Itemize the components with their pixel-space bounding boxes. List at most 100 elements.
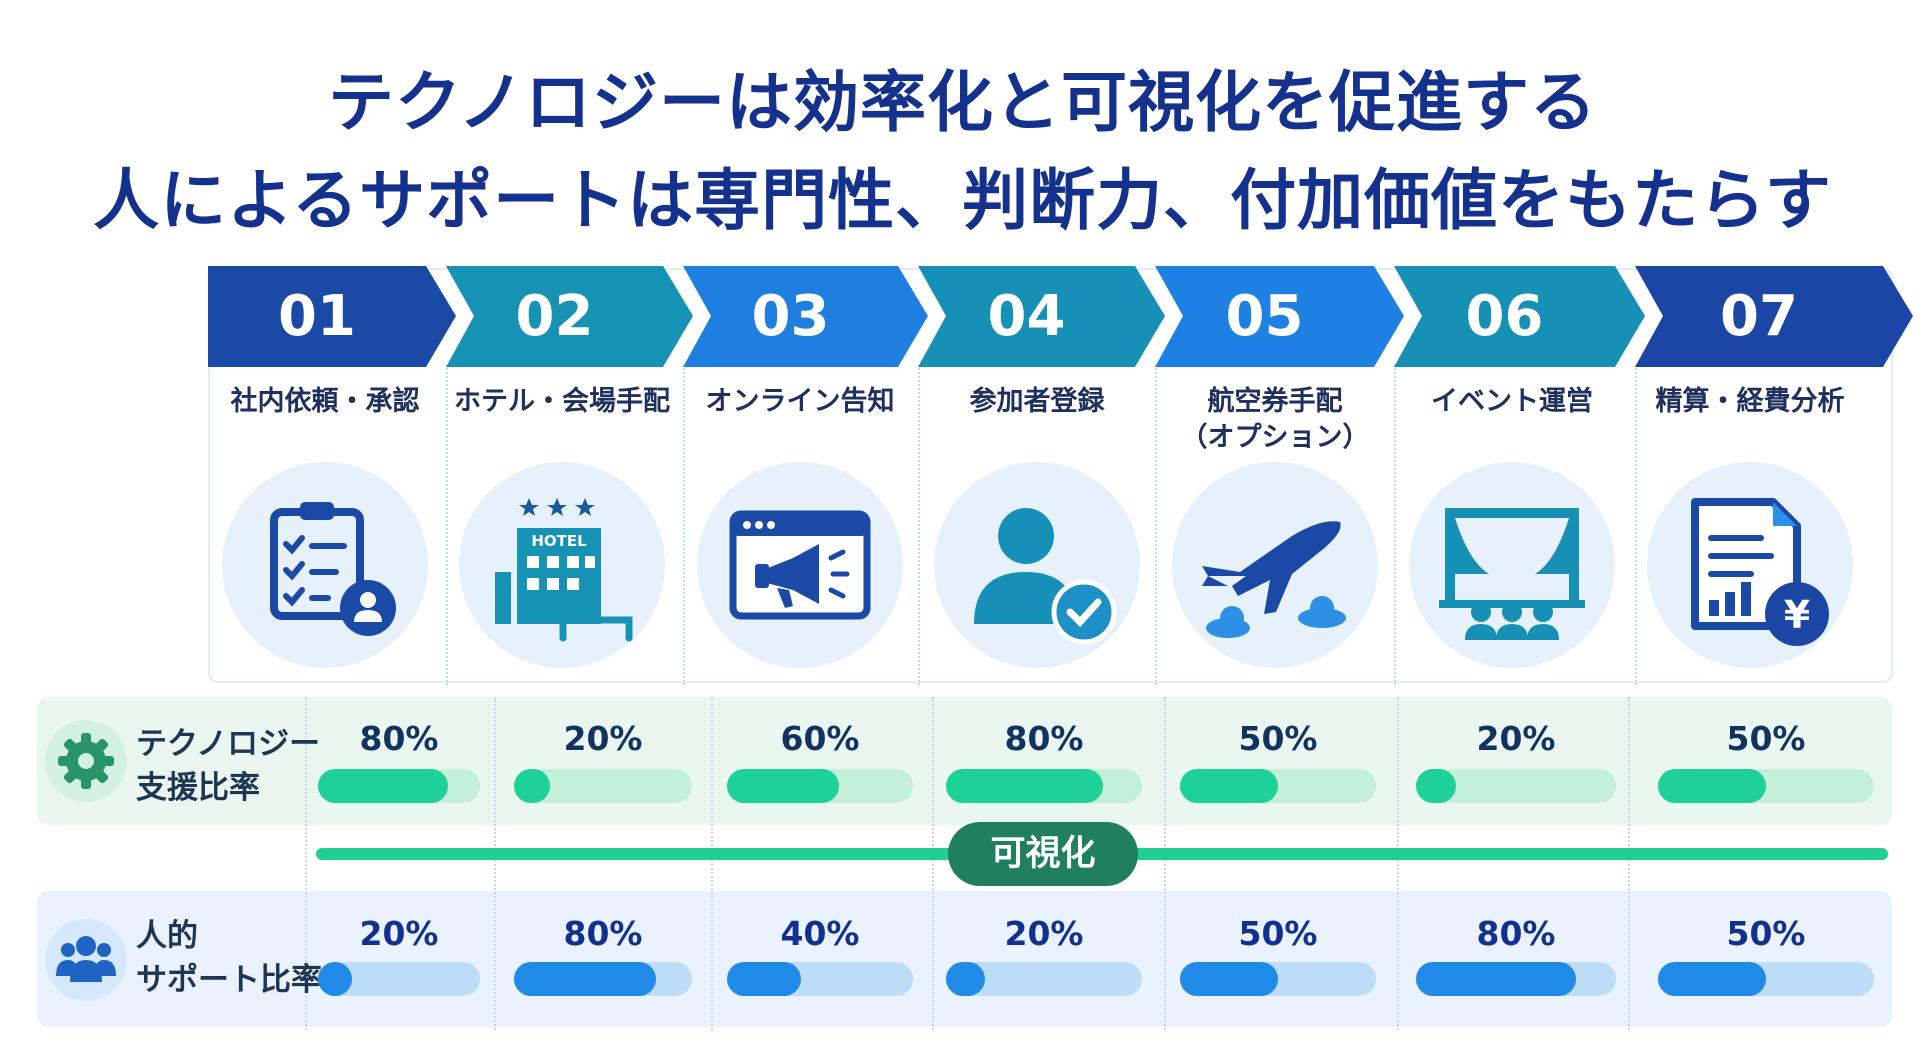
human-bar-track-5 [1180,962,1376,996]
step-07-chevron: 07 [1635,266,1913,367]
chevron-shape [683,266,928,367]
step-06-chevron: 06 [1394,266,1645,367]
human-ratio-label-line-2: サポート比率 [136,962,322,998]
svg-text:¥: ¥ [1784,593,1810,637]
technology-ratio-band [37,697,1892,825]
step-06-label: イベント運営 [1392,384,1632,420]
step-03-label: オンライン告知 [680,384,920,420]
human-bar-fill-1 [318,962,352,996]
step-label-line: （オプション） [1180,422,1370,453]
technology-ratio-label-line-2: 支援比率 [136,770,260,806]
step-number: 01 [278,284,356,349]
airplane-clouds-icon [1172,462,1378,668]
human-percent-7: 50% [1726,914,1806,953]
human-percent-2: 80% [563,914,643,953]
chevron-shape [1394,266,1645,367]
step-04-label: 参加者登録 [917,384,1157,420]
technology-bar-fill-7 [1658,769,1766,803]
step-04-chevron: 04 [918,266,1165,367]
human-bar-track-7 [1658,962,1874,996]
step-number: 02 [515,284,594,349]
step-divider [683,365,685,685]
human-bar-fill-5 [1180,962,1278,996]
step-divider [918,365,920,685]
human-bar-fill-4 [946,962,986,996]
technology-ratio-label: テクノロジー 支援比率 [136,722,320,810]
step-05-label: 航空券手配 （オプション） [1155,384,1395,456]
technology-bar-track-3 [727,769,913,803]
technology-bar-track-4 [946,769,1142,803]
step-divider [1635,365,1637,685]
step-02-chevron: 02 [446,266,693,367]
step-number: 06 [1465,284,1544,349]
human-bar-fill-3 [727,962,802,996]
technology-bar-fill-2 [514,769,550,803]
column-divider [494,697,496,1030]
technology-bar-fill-6 [1416,769,1456,803]
technology-bar-track-2 [514,769,692,803]
technology-percent-5: 50% [1238,719,1318,758]
step-label-line: 社内依頼・承認 [230,386,420,417]
step-label-line: ホテル・会場手配 [454,386,670,417]
human-bar-track-1 [318,962,480,996]
chevron-shape [918,266,1165,367]
browser-megaphone-icon [697,462,903,668]
technology-percent-7: 50% [1726,719,1806,758]
column-divider [305,697,307,1030]
human-ratio-label: 人的 サポート比率 [136,914,322,1002]
chevron-shape [1635,266,1913,367]
gear-icon [44,719,128,803]
technology-bar-track-7 [1658,769,1874,803]
step-05-chevron: 05 [1155,266,1404,367]
chevron-shape [446,266,693,367]
column-divider [1397,697,1399,1030]
human-bar-track-6 [1416,962,1616,996]
step-label-line: オンライン告知 [705,386,895,417]
step-divider [1155,365,1157,685]
title-line-1: テクノロジーは効率化と可視化を促進する [327,64,1598,141]
human-bar-fill-7 [1658,962,1766,996]
step-label-line: 参加者登録 [969,386,1105,417]
step-number: 03 [751,284,830,349]
human-percent-4: 20% [1004,914,1084,953]
step-02-label: ホテル・会場手配 [442,384,682,420]
clipboard-checklist-person-icon [222,462,428,668]
step-label-line: イベント運営 [1431,386,1593,417]
user-check-icon [934,462,1140,668]
step-label-line: 航空券手配 [1207,386,1343,417]
hotel-building-bed-icon: HOTEL [459,462,665,668]
technology-percent-1: 80% [359,719,439,758]
column-divider [711,697,713,1030]
step-01-chevron: 01 [208,266,456,367]
technology-bar-track-1 [318,769,480,803]
step-03-chevron: 03 [683,266,928,367]
technology-bar-fill-5 [1180,769,1278,803]
step-01-label: 社内依頼・承認 [205,384,445,420]
technology-percent-6: 20% [1476,719,1556,758]
step-number: 05 [1225,284,1304,349]
column-divider [932,697,934,1030]
chevron-shape [1155,266,1404,367]
step-label-line: 精算・経費分析 [1655,386,1845,417]
visualization-badge: 可視化 [948,822,1138,886]
human-bar-track-3 [727,962,913,996]
human-bar-fill-2 [514,962,657,996]
human-percent-1: 20% [359,914,439,953]
title-line-2: 人によるサポートは専門性、判断力、付加価値をもたらす [93,162,1832,239]
step-number: 07 [1720,284,1798,349]
technology-bar-fill-1 [318,769,448,803]
step-number: 04 [987,284,1066,349]
human-percent-5: 50% [1238,914,1318,953]
technology-bar-fill-3 [727,769,839,803]
technology-percent-4: 80% [1004,719,1084,758]
technology-bar-track-5 [1180,769,1376,803]
technology-ratio-label-line-1: テクノロジー [136,726,321,762]
column-divider [1628,697,1630,1030]
technology-percent-3: 60% [780,719,860,758]
column-divider [1164,697,1166,1030]
human-bar-track-2 [514,962,692,996]
technology-percent-2: 20% [563,719,643,758]
svg-text:HOTEL: HOTEL [531,532,587,550]
technology-bar-track-6 [1416,769,1616,803]
human-bar-track-4 [946,962,1142,996]
